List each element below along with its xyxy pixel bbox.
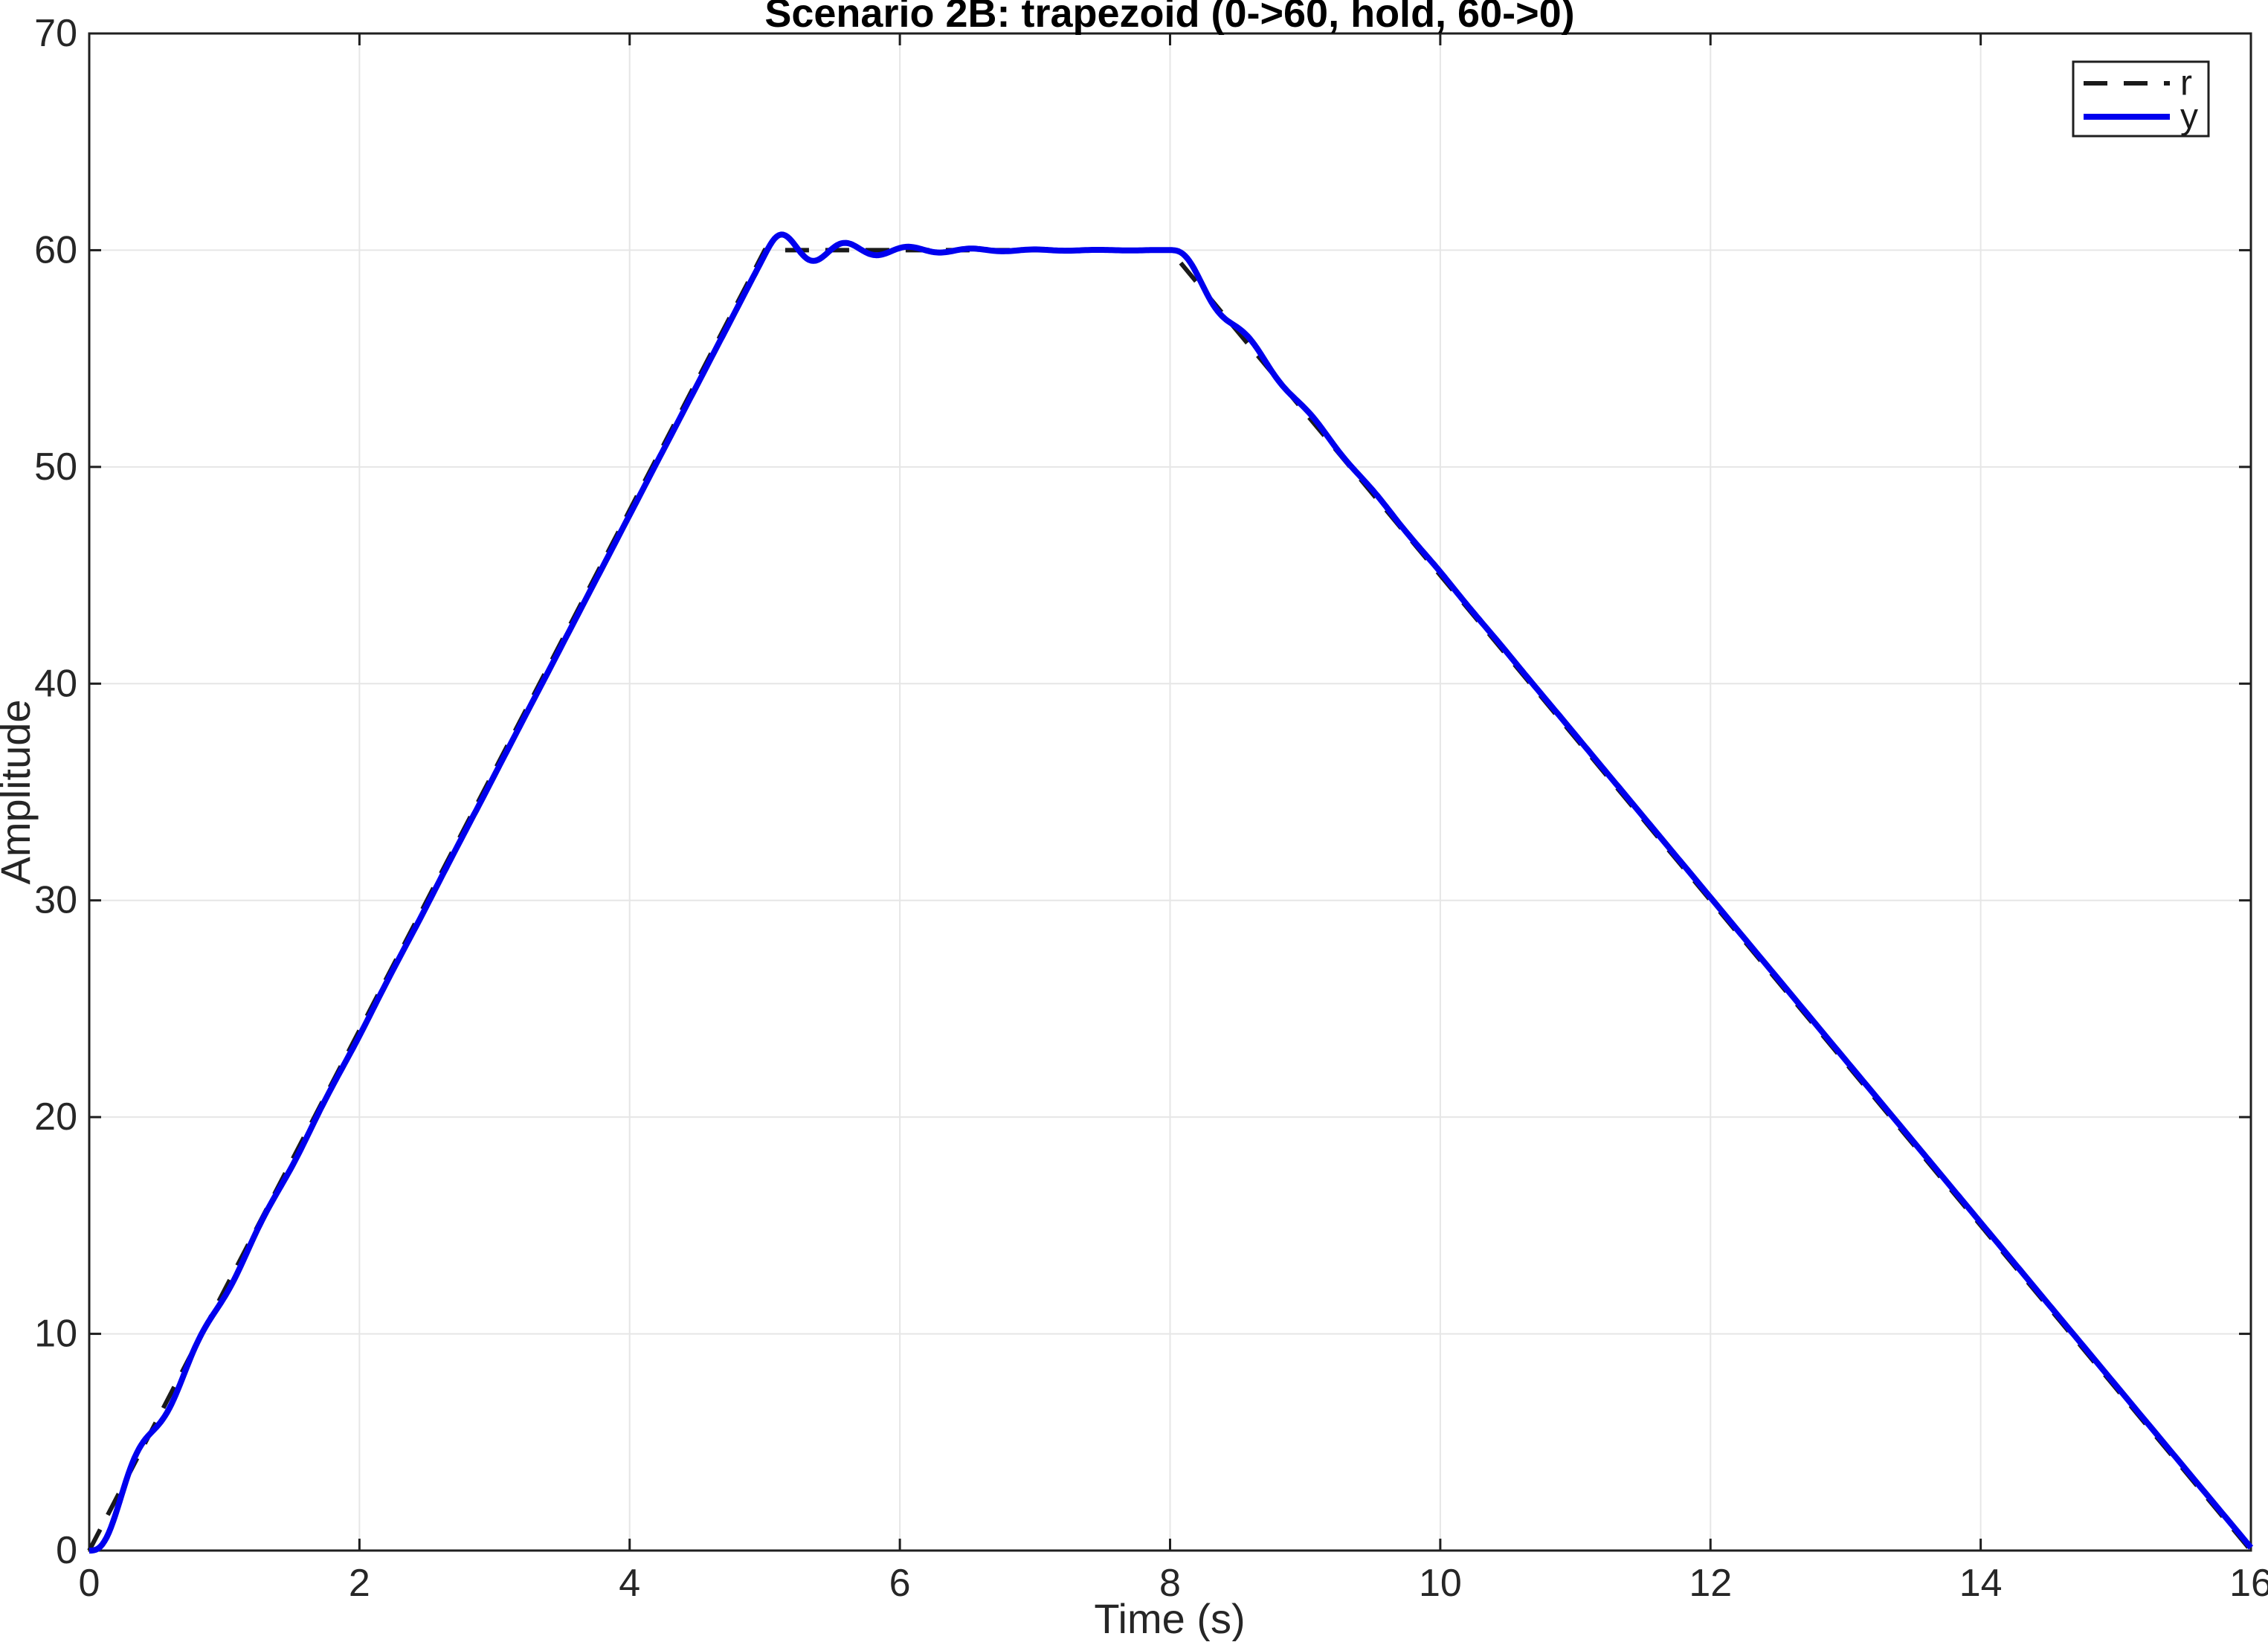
y-tick-label: 0 [56, 1529, 77, 1572]
series-y-response-line [88, 231, 2254, 1554]
chart-title: Scenario 2B: trapezoid (0->60, hold, 60-… [764, 0, 1574, 36]
y-tick-label: 40 [34, 662, 77, 705]
x-axis-label: Time (s) [1094, 1595, 1245, 1641]
y-tick-labels: 0 10 20 30 40 50 60 70 [34, 12, 77, 1572]
x-tick-label: 6 [889, 1562, 911, 1605]
x-tick-label: 14 [1959, 1562, 2003, 1605]
y-tick-label: 10 [34, 1313, 77, 1356]
y-tick-label: 30 [34, 879, 77, 922]
x-tick-label: 8 [1159, 1562, 1181, 1605]
y-axis-label: Amplitude [0, 699, 39, 884]
legend-label-y: y [2180, 97, 2198, 137]
legend-box: r y [2072, 60, 2210, 138]
y-tick-label: 50 [34, 445, 77, 489]
plot-border-box [88, 32, 2252, 1552]
x-tick-label: 4 [619, 1562, 640, 1605]
x-tick-label: 10 [1419, 1562, 1462, 1605]
x-tick-label: 16 [2229, 1562, 2268, 1605]
x-tick-label: 0 [79, 1562, 100, 1605]
x-tick-labels: 0 2 4 6 8 10 12 14 16 [79, 1562, 2268, 1605]
legend-label-r: r [2180, 64, 2192, 103]
x-tick-label: 12 [1689, 1562, 1732, 1605]
y-tick-label: 70 [34, 12, 77, 55]
y-tick-label: 60 [34, 228, 77, 271]
grid-lines [89, 33, 2251, 1551]
legend-background [2072, 60, 2210, 138]
x-tick-label: 2 [349, 1562, 370, 1605]
y-tick-label: 20 [34, 1095, 77, 1139]
